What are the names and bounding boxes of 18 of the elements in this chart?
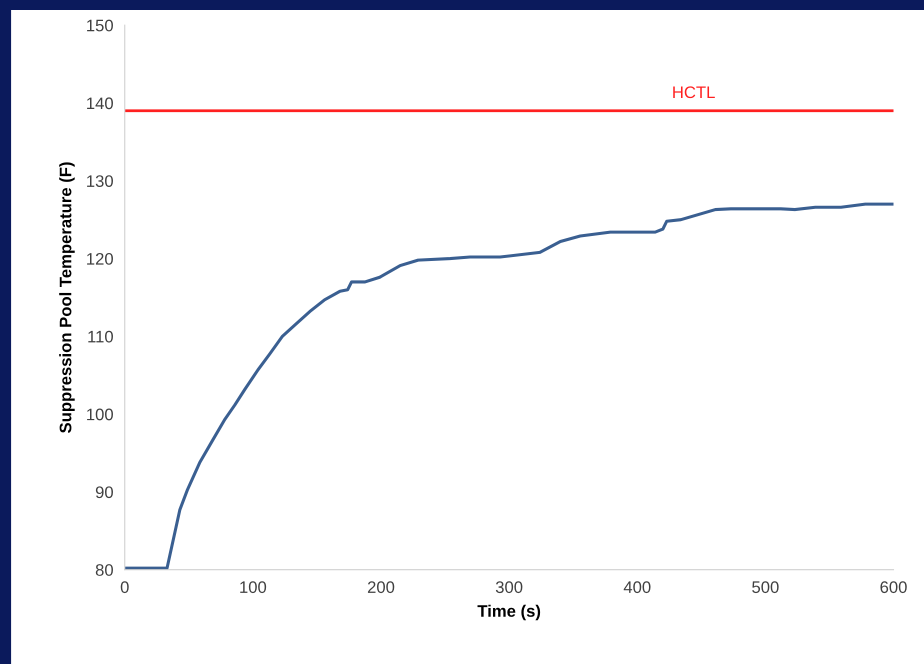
x-tick-label: 300 — [496, 581, 522, 594]
y-tick-label: 110 — [88, 330, 113, 343]
x-tick-label: 400 — [624, 581, 651, 594]
y-tick-label: 140 — [87, 97, 113, 110]
x-tick-label: 0 — [120, 581, 129, 594]
y-tick-label: 100 — [87, 408, 113, 420]
y-tick-label: 120 — [87, 252, 113, 265]
y-tick-label: 80 — [96, 564, 113, 576]
y-tick-label: 130 — [87, 175, 113, 187]
x-tick-label: 500 — [752, 581, 779, 594]
ref-line-label: HCTL — [673, 86, 715, 98]
x-axis-title: Time (s) — [478, 604, 540, 620]
x-tick-label: 200 — [368, 581, 394, 594]
y-tick-label: 90 — [96, 486, 113, 498]
y-axis-title: Suppression Pool Temperature (F) — [59, 162, 75, 433]
x-tick-label: 600 — [880, 581, 907, 594]
x-tick-label: 100 — [240, 581, 266, 594]
y-tick-label: 150 — [87, 20, 113, 32]
